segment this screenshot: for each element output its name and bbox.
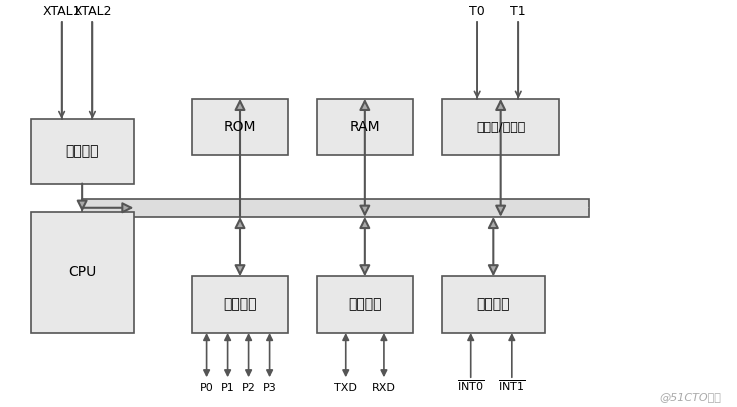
Text: @51CTO博客: @51CTO博客 [659,392,721,402]
Text: TXD: TXD [335,383,357,394]
FancyBboxPatch shape [82,199,589,217]
Text: T1: T1 [511,5,526,18]
FancyBboxPatch shape [31,119,133,184]
Text: 串行接口: 串行接口 [348,298,382,312]
Text: 中断系统: 中断系统 [477,298,510,312]
Text: P2: P2 [242,383,256,394]
FancyBboxPatch shape [317,276,413,333]
FancyBboxPatch shape [442,276,545,333]
Text: ROM: ROM [224,120,256,134]
Text: RAM: RAM [349,120,380,134]
FancyBboxPatch shape [31,212,133,333]
Text: $\overline{\mathrm{INT1}}$: $\overline{\mathrm{INT1}}$ [498,379,525,394]
Text: $\overline{\mathrm{INT0}}$: $\overline{\mathrm{INT0}}$ [457,379,484,394]
Text: RXD: RXD [372,383,396,394]
Text: P1: P1 [220,383,234,394]
Text: 定时器/计数器: 定时器/计数器 [476,120,525,133]
FancyBboxPatch shape [442,99,559,155]
Text: CPU: CPU [68,265,97,279]
Text: XTAL1: XTAL1 [42,5,81,18]
Text: P3: P3 [262,383,276,394]
Text: T0: T0 [469,5,485,18]
Text: P0: P0 [200,383,214,394]
FancyBboxPatch shape [317,99,413,155]
FancyBboxPatch shape [192,276,287,333]
Text: 时钟电路: 时钟电路 [66,144,99,158]
Text: XTAL2: XTAL2 [73,5,112,18]
FancyBboxPatch shape [192,99,287,155]
Text: 并行接口: 并行接口 [223,298,256,312]
